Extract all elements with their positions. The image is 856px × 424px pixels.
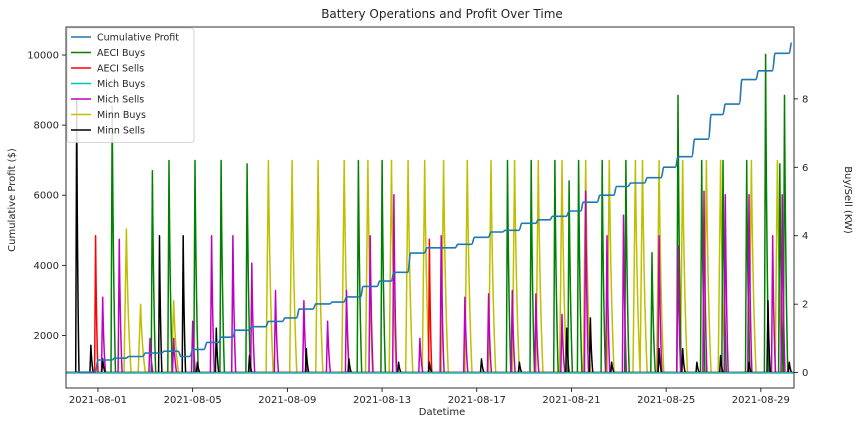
y-right-tick-label: 6 xyxy=(802,163,808,174)
y-right-tick-label: 8 xyxy=(802,94,808,105)
y-left-tick-label: 4000 xyxy=(34,261,59,272)
legend-entry: Mich Buys xyxy=(97,79,145,90)
plot-frame xyxy=(65,26,795,389)
y-left-tick-label: 10000 xyxy=(27,51,59,62)
y-right-tick-label: 4 xyxy=(802,231,808,242)
cumulative-profit-series xyxy=(76,42,793,373)
x-tick-label: 2021-08-05 xyxy=(164,395,222,406)
x-tick-label: 2021-08-17 xyxy=(448,395,506,406)
x-tick-label: 2021-08-09 xyxy=(258,395,316,406)
aeci-buys-series xyxy=(66,53,794,374)
legend-entry: AECI Sells xyxy=(97,64,144,75)
y-right-axis-label: Buy/Sell (KW) xyxy=(842,166,853,234)
x-tick-label: 2021-08-21 xyxy=(542,395,600,406)
legend-entry: Minn Sells xyxy=(97,126,145,137)
x-tick-label: 2021-08-01 xyxy=(69,395,127,406)
y-left-axis-label: Cumulative Profit ($) xyxy=(7,148,18,252)
y-left-tick-label: 6000 xyxy=(34,191,59,202)
plot-area: 2021-08-01 2021-08-05 2021-08-09 2021-08-13… xyxy=(27,26,808,406)
x-tick-label: 2021-08-13 xyxy=(353,395,411,406)
legend-entry: Minn Buys xyxy=(97,110,146,121)
legend-entry: Cumulative Profit xyxy=(97,33,179,44)
x-tick-label: 2021-08-25 xyxy=(637,395,695,406)
x-tick-label: 2021-08-29 xyxy=(732,395,790,406)
minn-buys-series xyxy=(66,159,794,374)
y-left-tick-label: 2000 xyxy=(34,331,59,342)
x-axis-label: Datetime xyxy=(419,407,466,418)
y-right-tick-label: 0 xyxy=(802,368,808,379)
legend-box xyxy=(66,27,195,143)
y-right-tick-label: 2 xyxy=(802,300,808,311)
legend-entry: Mich Sells xyxy=(97,95,144,106)
y-left-tick-label: 8000 xyxy=(34,121,59,132)
chart-title: Battery Operations and Profit Over Time xyxy=(321,7,563,21)
legend-entry: AECI Buys xyxy=(97,48,145,59)
series-group xyxy=(66,42,794,374)
legend: Cumulative Profit AECI Buys AECI Sells Mich… xyxy=(66,27,195,143)
